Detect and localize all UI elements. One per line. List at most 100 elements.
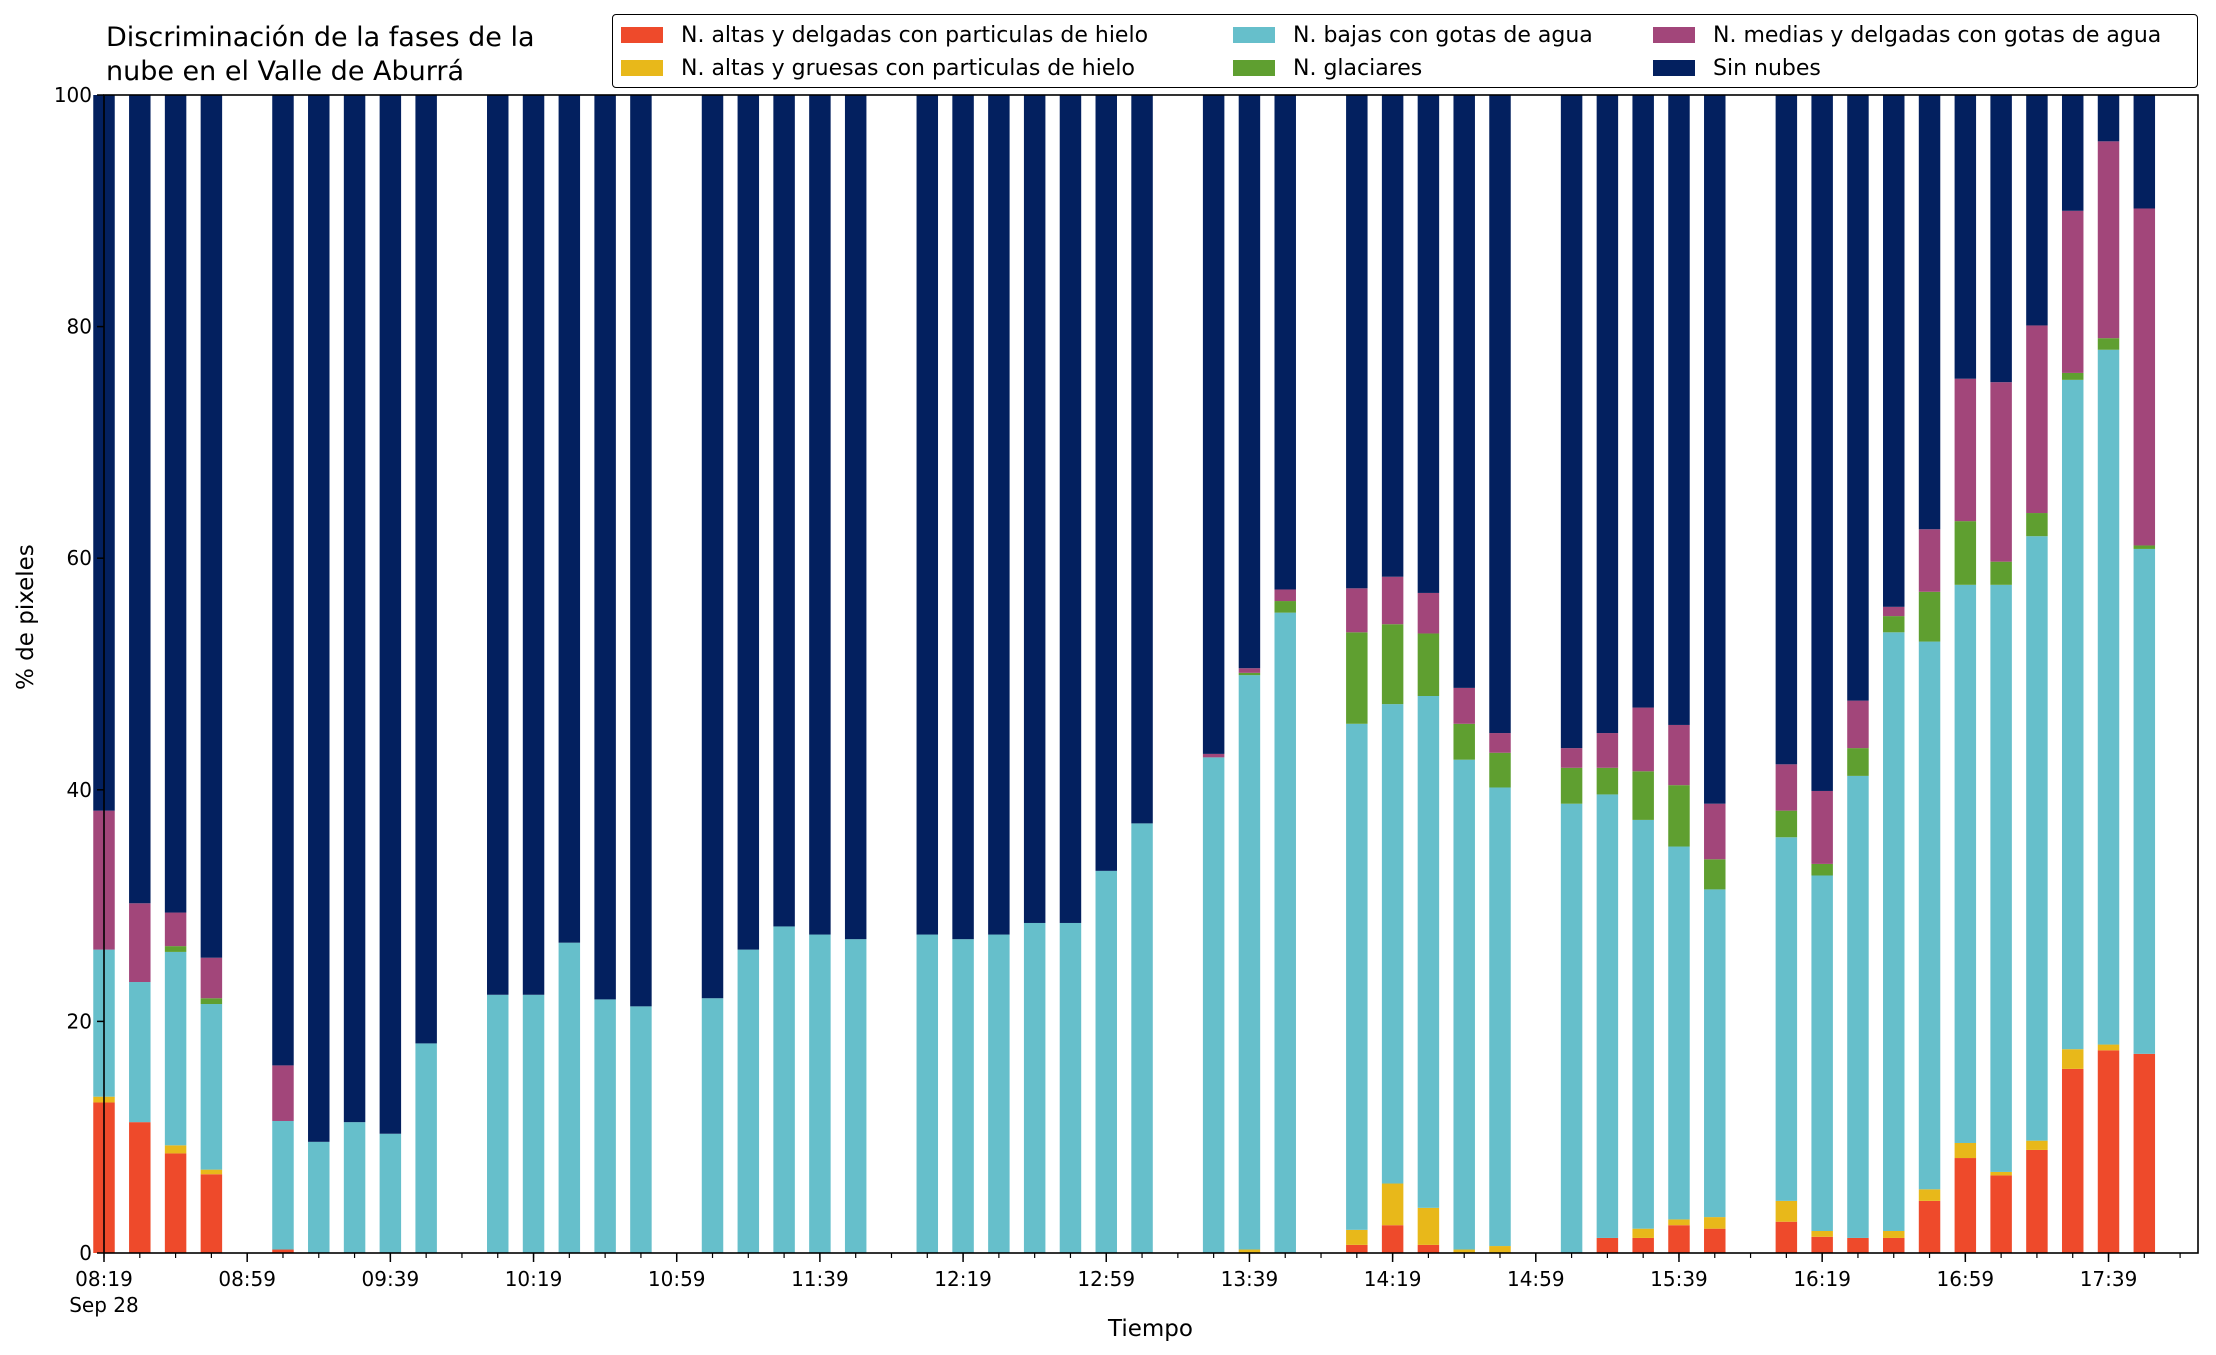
bar-segment [129,95,151,904]
bar-segment [522,994,545,1253]
bar-segment [1596,95,1619,734]
bar-segment [1847,1237,1869,1253]
bar-segment [1632,707,1654,772]
bar-segment [1883,606,1905,617]
bar-segment [1811,875,1833,1231]
bar-segment [522,95,545,995]
bar-segment [1954,584,1977,1143]
bar-segment [1883,632,1905,1231]
legend-swatch [621,27,663,43]
plot-frame [103,94,2199,1254]
bar-segment [2133,545,2156,549]
bar-segment [2026,325,2048,514]
y-tick-label: 80 [67,315,92,339]
legend-item-sin-nubes: Sin nubes [1653,53,1821,83]
bar-segment [2097,349,2120,1045]
x-tick-sublabel: Sep 28 [69,1293,139,1317]
bar-segment [737,95,760,950]
x-tick-label: 14:19 [1364,1267,1422,1291]
bar-segment [737,949,760,1253]
bar-segment [379,95,402,1134]
bar-segment [1883,95,1905,607]
bar-segment [1238,668,1261,673]
bar-segment [2133,208,2156,546]
bar-segment [1918,1200,1941,1253]
bar-segment [1775,1200,1798,1222]
bar-segment [1453,723,1475,760]
x-tick-label: 12:59 [1077,1267,1135,1291]
bar-segment [1238,675,1261,1250]
bar-segment [1954,1158,1977,1253]
y-axis-label: % de pixeles [13,544,39,690]
x-tick-label: 16:59 [1937,1267,1995,1291]
bar-segment [773,926,795,1253]
bar-segment [2026,1140,2048,1150]
bar-segment [558,95,581,943]
bar-segment [844,939,867,1253]
bar-segment [1453,687,1475,724]
bar-segment [1489,752,1511,788]
bar-segment [1095,95,1117,871]
bar-segment [1847,700,1869,749]
bar-segment [129,903,151,983]
bar-segment [200,1174,223,1253]
bar-segment [1274,589,1296,602]
bar-segment [1954,1142,1977,1159]
bar-segment [379,1133,402,1253]
bar-segment [1095,870,1117,1253]
bar-segment [2026,1149,2048,1253]
x-tick-label: 10:59 [648,1267,706,1291]
bar-segment [1274,601,1296,613]
bar-segment [988,95,1010,935]
bar-segment [1381,1183,1404,1226]
legend-label: N. medias y delgadas con gotas de agua [1713,22,2162,48]
bar-segment [1596,767,1619,795]
bar-segment [1346,95,1368,589]
bar-segment [1954,521,1977,585]
legend-swatch [1233,27,1275,43]
bar-segment [916,95,939,935]
legend-swatch [1653,60,1695,76]
bar-segment [1668,724,1690,786]
bar-segment [1417,633,1440,696]
bar-segment [952,939,974,1253]
bar-segment [1489,1246,1511,1253]
bar-segment [1883,616,1905,633]
bar-segment [308,1141,330,1253]
bar-segment [1668,785,1690,847]
bar-segment [2133,95,2156,209]
bar-segment [1990,1175,2012,1253]
bar-segment [2026,536,2048,1141]
bar-segment [1775,764,1798,811]
bar-segment [1059,922,1082,1253]
bar-segment [272,95,294,1066]
bar-segment [272,1120,294,1250]
bar-segment [200,1169,223,1175]
bar-segment [200,957,223,999]
bar-segment [1346,632,1368,724]
bar-segment [1453,759,1475,1250]
bar-segment [1346,723,1368,1230]
x-tick-label: 11:39 [791,1267,849,1291]
legend-label: N. glaciares [1293,55,1423,81]
bar-segment [1668,1225,1690,1253]
bar-segment [1811,863,1833,876]
axes-layer: 0 20 40 60 80 100 08:19 08:59 09:39 10:19 10:59 11:… [54,83,2199,1317]
bar-segment [2097,95,2120,142]
bar-segment [2061,379,2084,1050]
bar-segment [2061,95,2084,211]
bar-segment [1274,612,1296,1253]
x-tick-label: 08:19 [75,1267,133,1291]
bar-segment [164,946,187,952]
x-tick-label: 13:39 [1221,1267,1279,1291]
bar-segment [1990,561,2012,585]
bar-segment [1704,859,1726,890]
bar-segment [594,95,616,1000]
x-tick-label: 16:19 [1793,1267,1851,1291]
x-axis-label: Tiempo [1108,1316,1193,1342]
bar-segment [1704,1228,1726,1253]
bar-segment [1954,95,1977,379]
bar-segment [1453,95,1475,688]
bar-segment [272,1249,294,1253]
